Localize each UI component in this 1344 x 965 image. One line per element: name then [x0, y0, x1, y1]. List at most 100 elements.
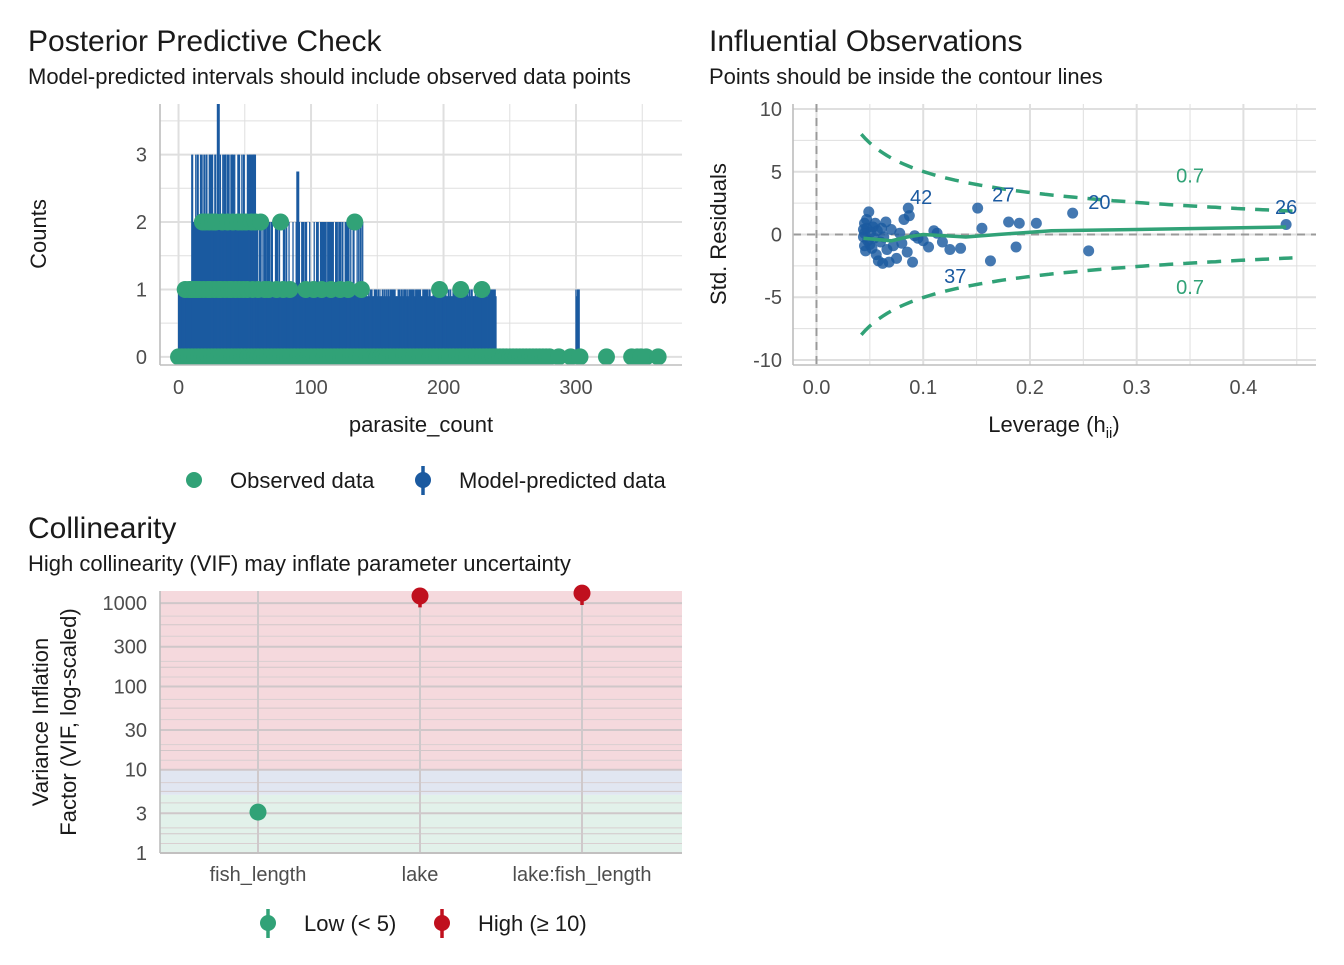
- influence-smooth-line: [863, 225, 1287, 243]
- collinearity-y-tick-label: 10: [125, 760, 147, 782]
- observation-point: [1030, 217, 1042, 229]
- observed-point: [352, 280, 370, 298]
- collinearity-y-tick-label: 1000: [103, 593, 148, 615]
- influence-x-label-close: ): [1112, 412, 1119, 437]
- collinearity-title: Collinearity: [28, 512, 176, 545]
- observation-point: [901, 246, 913, 258]
- observed-point: [272, 213, 290, 231]
- observation-point: [1083, 245, 1095, 257]
- observation-point: [936, 236, 948, 248]
- observed-point: [346, 213, 364, 231]
- ppc-y-tick-label: 3: [136, 145, 147, 167]
- influence-y-label: Std. Residuals: [706, 163, 731, 305]
- ppc-legend: Observed data Model-predicted data: [186, 466, 666, 495]
- ppc-x-tick-label: 100: [294, 377, 327, 399]
- legend-predicted-dot: [415, 472, 431, 488]
- ppc-observed-points: [170, 213, 667, 366]
- observed-point: [281, 280, 299, 298]
- collinearity-x-tick-label: lake: [402, 864, 439, 886]
- legend-high-label: High (≥ 10): [478, 911, 587, 936]
- observed-point: [339, 280, 357, 298]
- collinearity-tick-labels: fish_length lake lake:fish_length 1 3 10 30 100…: [103, 593, 652, 886]
- influence-y-tick-label: -10: [753, 350, 782, 372]
- observation-point: [1013, 217, 1025, 229]
- observation-point: [984, 255, 996, 267]
- influential-point-label: 20: [1088, 192, 1110, 214]
- ppc-panel: Posterior Predictive Check Model-predict…: [26, 25, 682, 495]
- collinearity-gridlines: [160, 591, 682, 854]
- ppc-x-tick-label: 200: [427, 377, 460, 399]
- collinearity-y-label-line2: Factor (VIF, log-scaled): [56, 608, 81, 835]
- observed-point: [637, 348, 655, 366]
- influence-contours: [860, 133, 1293, 336]
- observed-point: [571, 348, 589, 366]
- collinearity-y-tick-label: 300: [114, 637, 147, 659]
- influence-x-tick-label: 0.3: [1123, 377, 1151, 399]
- influence-y-tick-label: 5: [771, 162, 782, 184]
- observation-point: [955, 242, 967, 254]
- observed-point: [649, 348, 667, 366]
- influence-subtitle: Points should be inside the contour line…: [709, 64, 1103, 89]
- collinearity-y-tick-label: 30: [125, 720, 147, 742]
- contour-label-upper: 0.7: [1176, 166, 1204, 188]
- ppc-y-tick-label: 1: [136, 279, 147, 301]
- collinearity-points: [249, 584, 591, 821]
- cooks-contour-upper: [860, 133, 1293, 213]
- vif-point: [411, 587, 429, 605]
- influence-y-tick-label: 10: [760, 99, 782, 121]
- observation-point: [903, 210, 915, 222]
- observation-point: [907, 256, 919, 268]
- collinearity-y-tick-label: 3: [136, 803, 147, 825]
- collinearity-y-tick-label: 100: [114, 676, 147, 698]
- collinearity-x-tick-label: fish_length: [210, 864, 307, 886]
- ppc-x-tick-label: 0: [173, 377, 184, 399]
- vif-point: [573, 584, 591, 602]
- observation-point: [1067, 207, 1079, 219]
- observation-point: [923, 241, 935, 253]
- ppc-y-label: Counts: [26, 199, 51, 269]
- observation-point: [1003, 216, 1015, 228]
- influential-point-label: 27: [992, 184, 1014, 206]
- ppc-x-tick-label: 300: [559, 377, 592, 399]
- observed-point: [597, 348, 615, 366]
- influence-point-labels: 42 27 20 26 37: [910, 184, 1297, 288]
- influence-x-tick-label: 0.2: [1016, 377, 1044, 399]
- legend-observed-label: Observed data: [230, 468, 375, 493]
- legend-low-dot: [260, 915, 276, 931]
- legend-observed-dot: [186, 472, 202, 488]
- influence-x-label-sub: ii: [1106, 425, 1113, 442]
- observation-point: [887, 240, 899, 252]
- influence-x-label: Leverage (hii): [988, 412, 1119, 442]
- contour-label-lower: 0.7: [1176, 277, 1204, 299]
- influence-x-tick-label: 0.0: [803, 377, 831, 399]
- influence-x-label-main: Leverage (h: [988, 412, 1105, 437]
- influence-x-tick-label: 0.4: [1230, 377, 1258, 399]
- observation-point: [885, 223, 897, 235]
- vif-point: [249, 803, 267, 821]
- observation-point: [863, 206, 875, 218]
- cooks-contour-lower: [860, 256, 1293, 336]
- ppc-x-label: parasite_count: [349, 412, 493, 437]
- collinearity-x-tick-label: lake:fish_length: [513, 864, 652, 886]
- collinearity-y-label-line1: Variance Inflation: [28, 638, 53, 806]
- observation-point: [891, 252, 903, 264]
- legend-predicted-label: Model-predicted data: [459, 468, 666, 493]
- observation-point: [972, 202, 984, 214]
- observed-point: [252, 213, 270, 231]
- observed-point: [550, 348, 568, 366]
- observation-point: [976, 222, 988, 234]
- influence-y-tick-label: -5: [764, 287, 782, 309]
- ppc-subtitle: Model-predicted intervals should include…: [28, 64, 631, 89]
- observed-point: [473, 280, 491, 298]
- observed-point: [452, 280, 470, 298]
- influence-x-tick-label: 0.1: [909, 377, 937, 399]
- ppc-tick-labels: 0 100 200 300 0 1 2 3: [136, 145, 593, 399]
- influence-y-tick-label: 0: [771, 225, 782, 247]
- collinearity-panel: Collinearity High collinearity (VIF) may…: [28, 512, 682, 938]
- legend-high-dot: [434, 915, 450, 931]
- influential-point-label: 42: [910, 187, 932, 209]
- collinearity-subtitle: High collinearity (VIF) may inflate para…: [28, 551, 571, 576]
- ppc-predicted-bars: [177, 104, 580, 357]
